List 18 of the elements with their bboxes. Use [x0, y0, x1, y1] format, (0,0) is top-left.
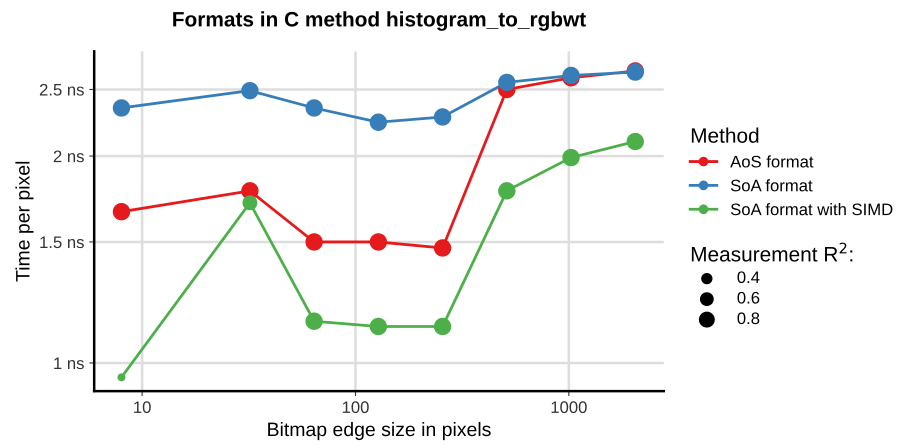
y-tick-label: 1.5 ns [40, 236, 84, 248]
legend-label: 0.4 [737, 271, 760, 284]
legend-label: 0.6 [737, 292, 760, 304]
y-tick-label: 1 ns [54, 358, 84, 370]
x-tick-label: 1000 [552, 401, 587, 414]
legend-label: 0.8 [737, 312, 760, 324]
legend-label: AoS format [730, 155, 814, 168]
legend-label: SoA format with SIMD [730, 203, 892, 216]
chart-title: Formats in C method histogram_to_rgbwt [173, 11, 586, 31]
x-tick-label: 100 [342, 401, 369, 414]
x-axis-title: Bitmap edge size in pixels [268, 422, 491, 440]
x-tick-label: 10 [134, 401, 151, 414]
text: Measurement R$^{2}$: [692, 242, 852, 262]
y-tick-label: 2 ns [54, 150, 84, 162]
y-tick-label: 2.5 ns [40, 84, 84, 96]
text: Method [692, 128, 758, 143]
y-axis-title: Time per pixel [15, 162, 34, 282]
legend-label: SoA format [730, 179, 812, 192]
